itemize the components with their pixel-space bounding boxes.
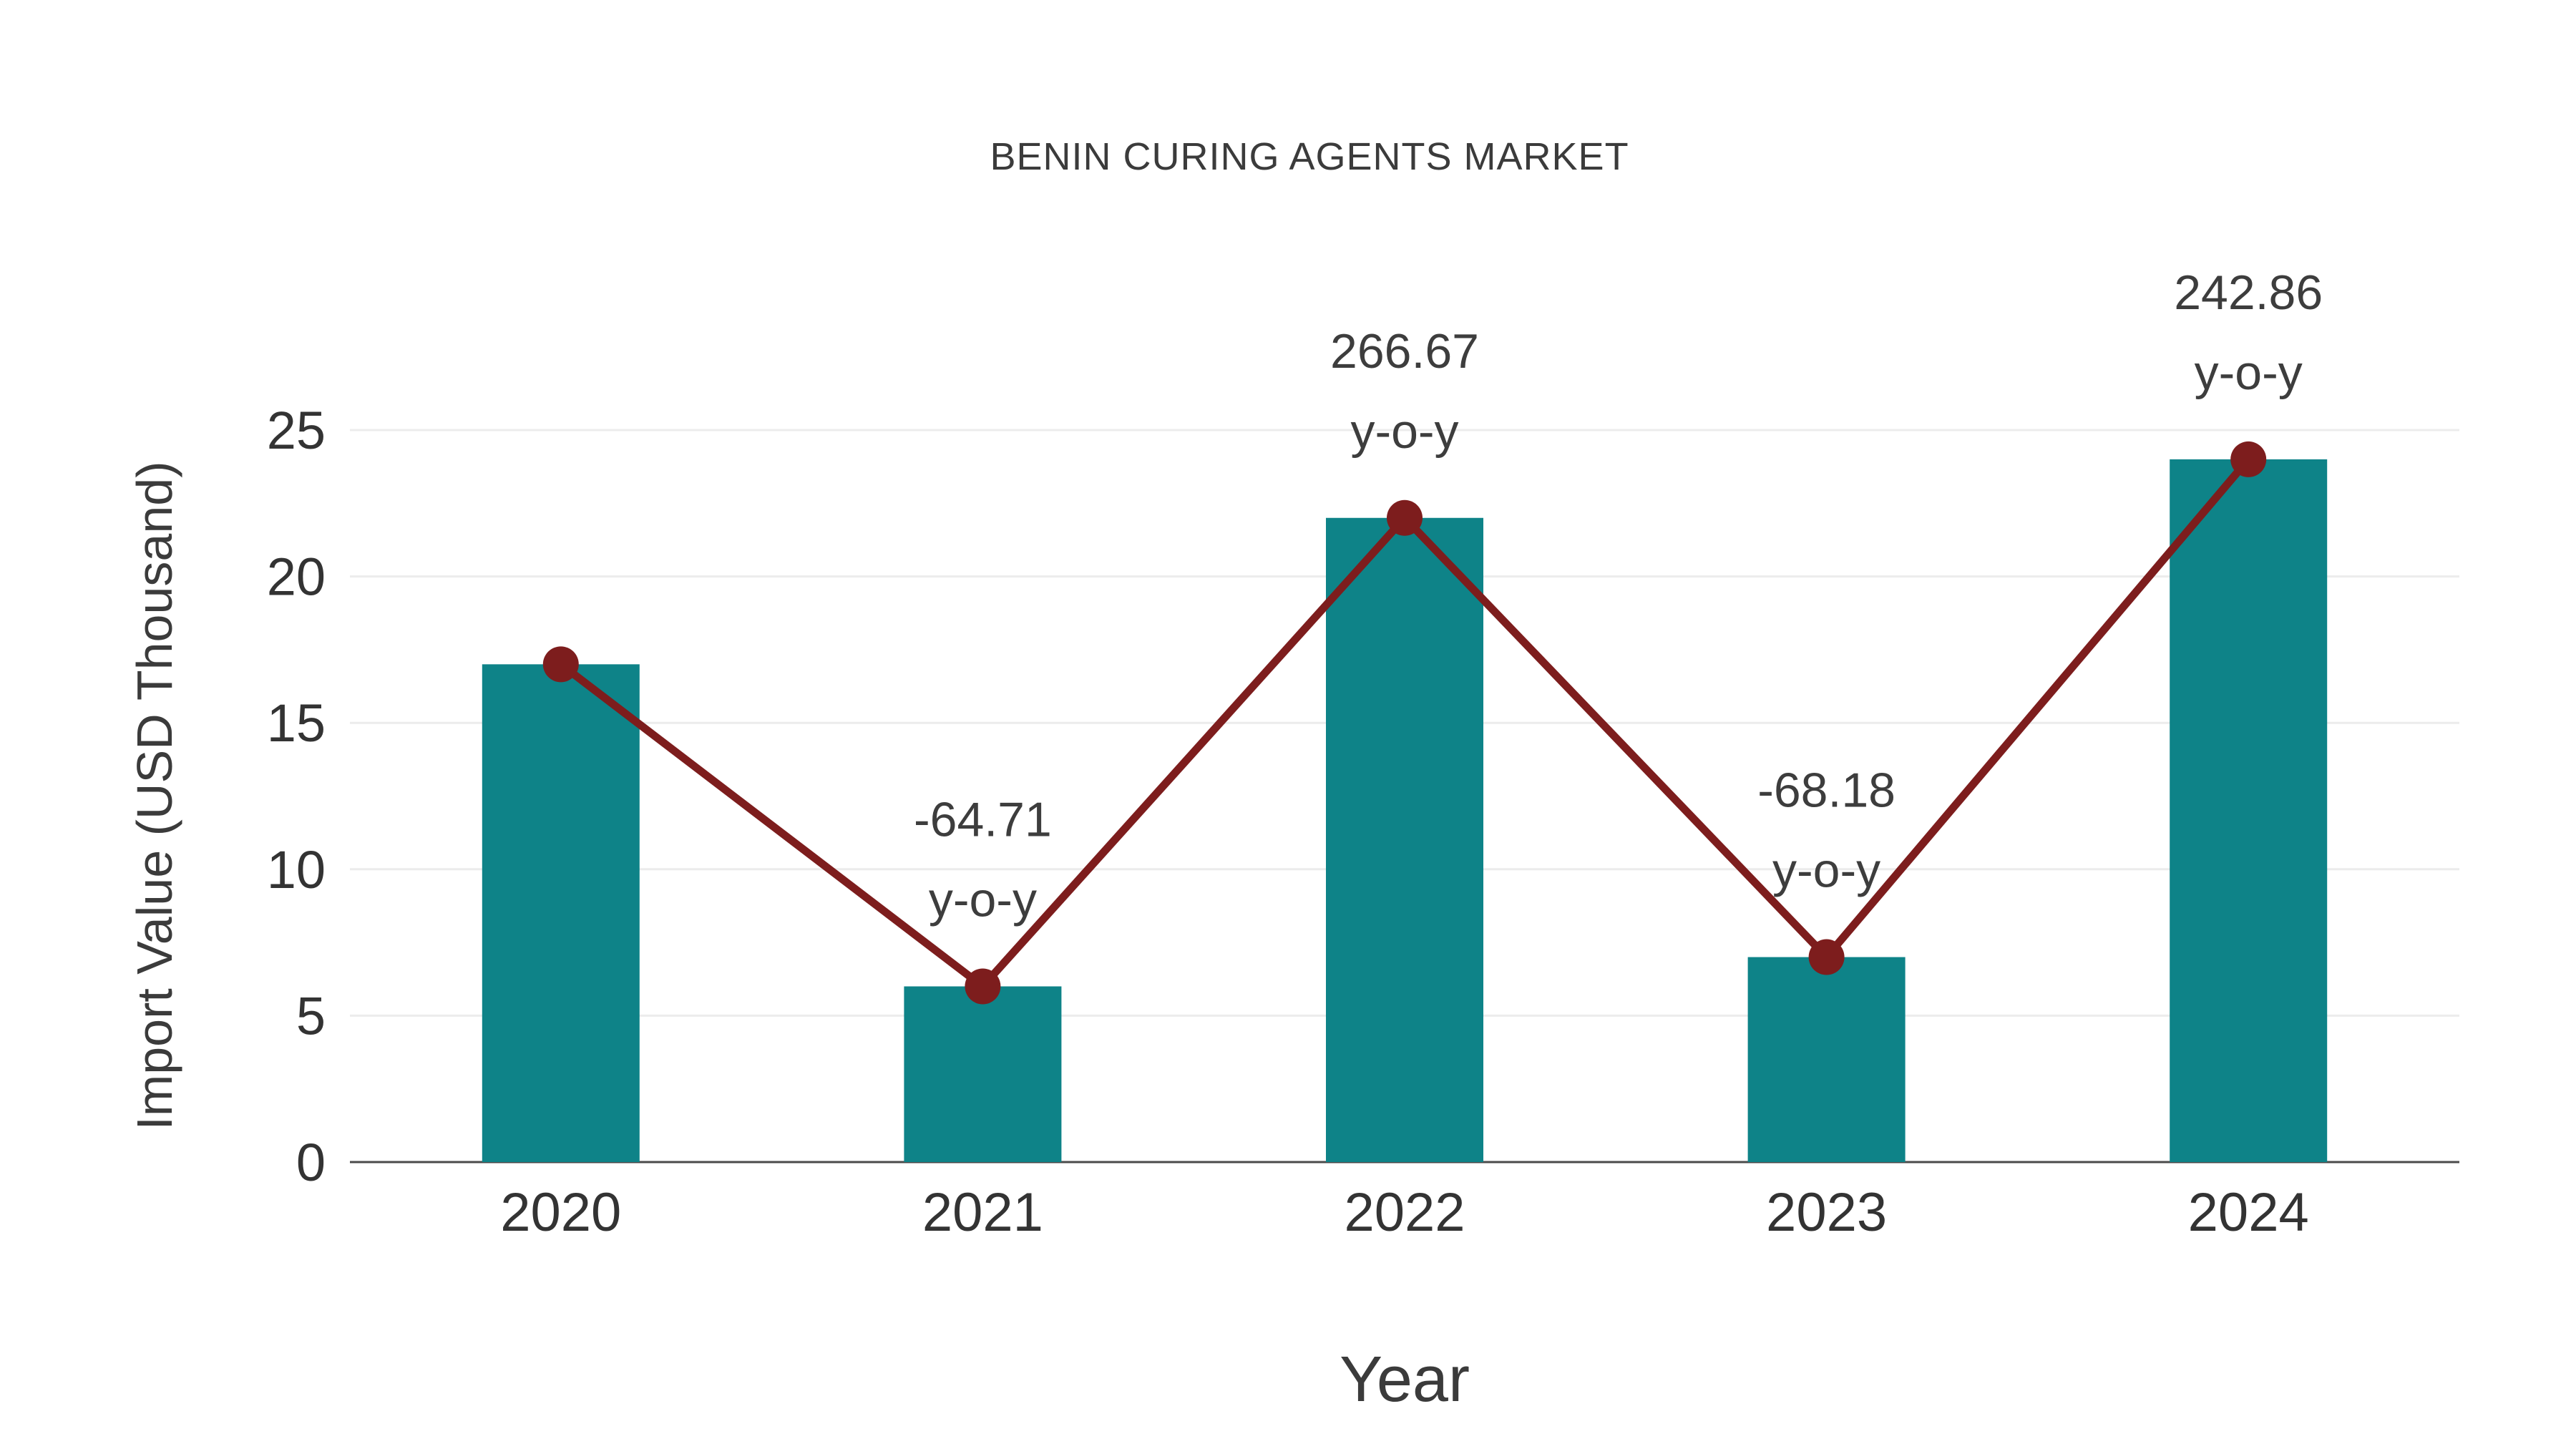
x-tick-label-2020: 2020 [500, 1182, 621, 1243]
y-tick-label-10: 10 [267, 840, 326, 899]
y-tick-label-25: 25 [267, 401, 326, 460]
trend-marker-2022 [1387, 499, 1423, 536]
bar-2024 [2170, 459, 2328, 1162]
y-tick-label-20: 20 [267, 547, 326, 607]
annotation-2022-unit: y-o-y [1350, 404, 1458, 459]
bar-2023 [1747, 957, 1906, 1162]
trend-marker-2024 [2230, 441, 2267, 477]
trend-marker-2020 [542, 646, 579, 683]
x-tick-label-2022: 2022 [1344, 1182, 1465, 1243]
y-tick-label-5: 5 [296, 986, 326, 1045]
y-tick-label-15: 15 [267, 693, 326, 753]
annotation-2024-unit: y-o-y [2195, 346, 2303, 400]
bar-2020 [482, 664, 640, 1162]
bar-2021 [904, 986, 1062, 1162]
annotation-2022-value: 266.67 [1330, 324, 1479, 379]
y-tick-label-0: 0 [296, 1133, 326, 1192]
x-tick-labels: 2020 2021 2022 2023 2024 [500, 1182, 2308, 1243]
y-tick-labels: 0 5 10 15 20 25 [267, 401, 326, 1192]
x-tick-label-2023: 2023 [1766, 1182, 1887, 1243]
bar-2022 [1326, 517, 1483, 1162]
x-axis-title: Year [1340, 1344, 1470, 1415]
x-tick-label-2021: 2021 [922, 1182, 1043, 1243]
annotation-2021-unit: y-o-y [929, 872, 1037, 927]
chart-title: BENIN CURING AGENTS MARKET [990, 135, 1629, 178]
annotation-2021-value: -64.71 [914, 792, 1052, 847]
annotations-group: -64.71 y-o-y 266.67 y-o-y -68.18 y-o-y 242.86 y… [914, 265, 2323, 927]
trend-marker-2021 [965, 968, 1001, 1005]
trend-line-group [542, 441, 2267, 1005]
x-tick-label-2024: 2024 [2188, 1182, 2309, 1243]
annotation-2023-value: -68.18 [1757, 763, 1896, 818]
annotation-2023-unit: y-o-y [1772, 844, 1880, 898]
annotation-2024-value: 242.86 [2174, 265, 2323, 320]
y-axis-title: Import Value (USD Thousand) [127, 461, 182, 1130]
trend-marker-2023 [1808, 939, 1845, 975]
bars-group [482, 459, 2328, 1162]
